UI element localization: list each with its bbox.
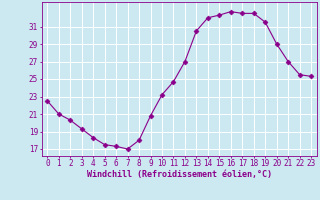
X-axis label: Windchill (Refroidissement éolien,°C): Windchill (Refroidissement éolien,°C) (87, 170, 272, 179)
